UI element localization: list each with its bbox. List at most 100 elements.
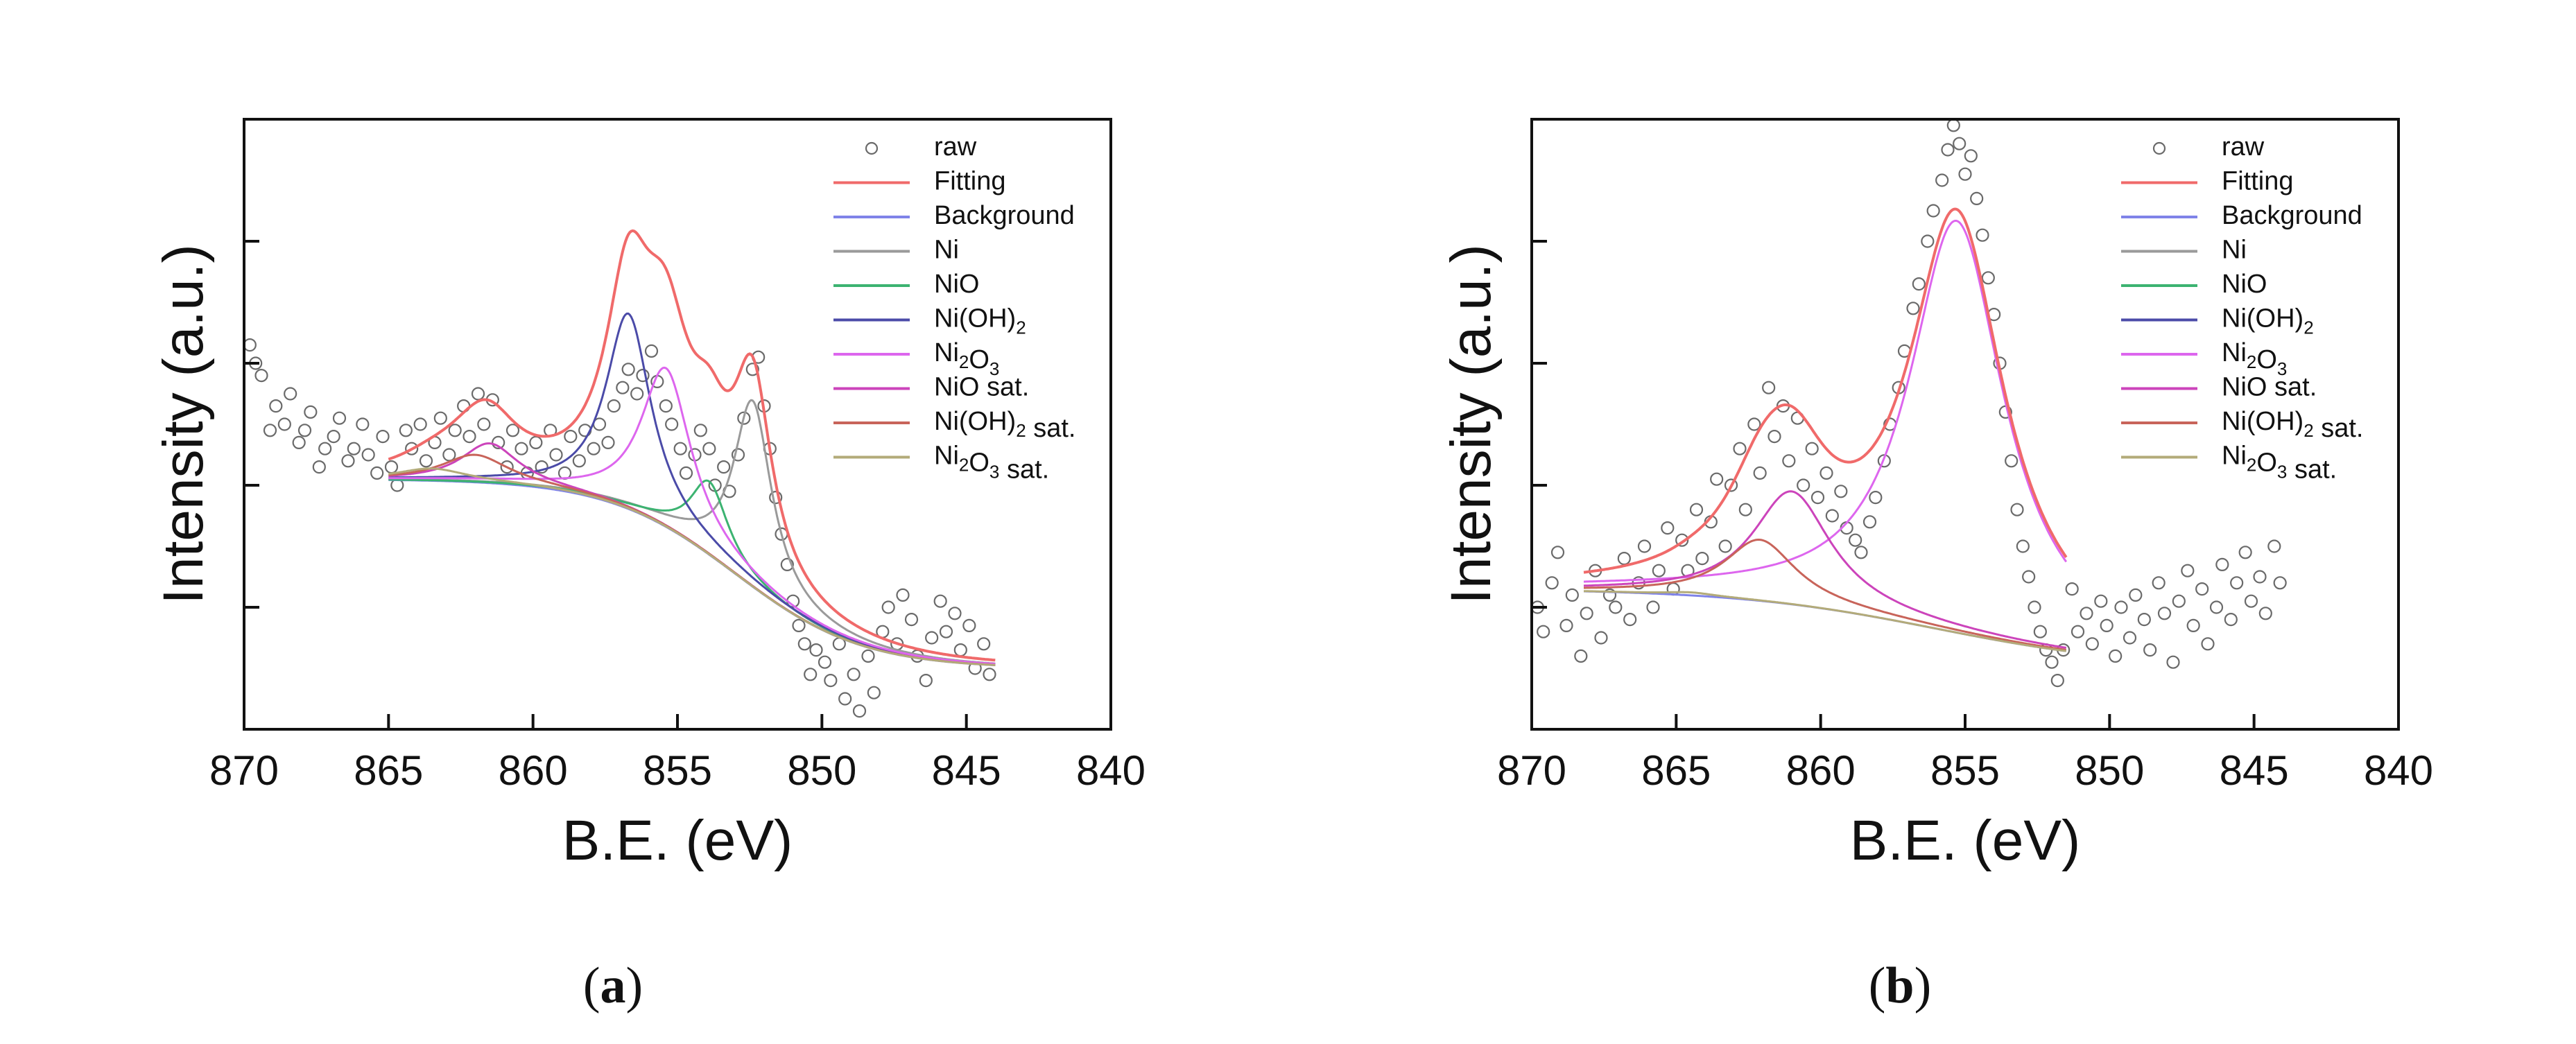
raw-data-point <box>977 637 991 651</box>
nioh2-sat-curve <box>388 453 996 666</box>
raw-data-point <box>1574 649 1588 663</box>
raw-data-point <box>804 668 818 681</box>
x-axis-label: B.E. (eV) <box>1850 809 2081 872</box>
raw-data-point <box>2186 618 2200 633</box>
legend-item-ni2o3-sat: Ni2O3 sat. <box>2121 442 2337 485</box>
raw-data-point <box>824 673 838 688</box>
panel-label-a: (a) <box>582 957 643 1014</box>
raw-data-point <box>881 600 895 614</box>
raw-data-point <box>2010 503 2024 516</box>
legend-label: Fitting <box>934 167 1005 196</box>
raw-data-point <box>1602 588 1617 602</box>
x-tick-label: 860 <box>1786 747 1856 794</box>
x-tick-label: 845 <box>2220 747 2289 794</box>
legend: raw Fitting Background Ni NiO Ni(OH)2Ni2O3NiO… <box>2121 132 2363 485</box>
raw-data-point <box>797 637 811 651</box>
x-tick-label: 865 <box>1641 747 1711 794</box>
chart-panel-b: 870 865 860 855 850 845 840 B.E. (eV) Intensity … <box>1288 0 2576 1044</box>
raw-data-point <box>1946 119 1960 132</box>
y-axis-label: Intensity (a.u.) <box>152 244 215 604</box>
raw-data-point <box>347 442 361 455</box>
legend: raw Fitting Background Ni NiO Ni(OH)2Ni2O3NiO… <box>833 132 1075 485</box>
raw-data-point <box>1675 533 1689 547</box>
raw-data-point <box>297 424 312 437</box>
raw-data-point <box>384 460 399 474</box>
raw-data-point <box>2181 564 2195 577</box>
raw-data-point <box>1849 533 1862 547</box>
nio-sat-curve <box>1583 490 2067 649</box>
raw-data-point <box>463 429 476 444</box>
raw-data-point <box>861 649 875 663</box>
raw-data-point <box>904 612 919 627</box>
raw-data-point <box>1819 466 1833 480</box>
x-axis-ticks: 870 865 860 855 850 845 840 <box>1497 714 2433 794</box>
raw-data-point <box>962 618 976 633</box>
chart-panel-a: 870 865 860 855 850 845 840 B.E. (eV) Intensity … <box>152 118 1146 872</box>
legend-label: Ni2O3 sat. <box>2222 442 2337 485</box>
raw-data-point <box>2215 557 2229 572</box>
raw-data-point <box>2143 643 2157 657</box>
raw-data-point <box>896 588 910 602</box>
legend-label: NiO sat. <box>2222 373 2317 402</box>
raw-data-point <box>263 424 277 437</box>
legend-label: Ni2O3 <box>934 338 999 379</box>
legend-label: Ni2O3 sat. <box>934 442 1049 485</box>
raw-data-point <box>1617 551 1631 566</box>
raw-data-point <box>601 435 615 450</box>
raw-data-point <box>327 429 340 444</box>
raw-data-point <box>679 466 693 480</box>
ni2o3-curve <box>1583 220 2068 583</box>
raw-data-point <box>2028 600 2041 614</box>
x-tick-label: 865 <box>354 747 423 794</box>
raw-data-point <box>433 411 447 425</box>
legend-item-raw: raw <box>2152 132 2265 162</box>
raw-data-point <box>1724 478 1738 492</box>
raw-data-point <box>1862 515 1877 529</box>
x-tick-label: 850 <box>787 747 856 794</box>
raw-data-point <box>1964 149 1978 163</box>
raw-data-point <box>2005 454 2019 468</box>
raw-data-point <box>1580 607 1593 620</box>
legend-item-nioh2-sat: Ni(OH)2 sat. <box>2121 407 2363 443</box>
raw-data-point <box>630 387 644 401</box>
raw-data-point <box>2172 594 2186 608</box>
legend-label: Background <box>934 201 1075 230</box>
raw-data-point <box>292 435 306 450</box>
legend-label: Background <box>2222 201 2362 230</box>
raw-data-point <box>2050 673 2064 688</box>
raw-data-point <box>702 442 716 455</box>
raw-data-point <box>535 460 548 474</box>
raw-data-point <box>2129 588 2143 602</box>
raw-data-point <box>925 631 939 645</box>
raw-data-point <box>1537 625 1550 638</box>
legend-swatch-raw <box>865 141 879 155</box>
raw-data-point <box>332 411 347 425</box>
raw-data-point <box>1970 191 1984 205</box>
raw-data-point <box>2238 546 2252 559</box>
legend-item-nio-sat: NiO sat. <box>833 373 1029 402</box>
raw-data-point <box>1877 454 1891 468</box>
raw-data-point <box>1958 167 1972 181</box>
legend-label: raw <box>934 132 977 162</box>
raw-data-point <box>549 448 563 462</box>
background-curve <box>1584 590 2067 652</box>
raw-data-point <box>2071 625 2085 638</box>
raw-data-point <box>2065 582 2079 596</box>
legend-label: raw <box>2222 132 2265 162</box>
raw-data-point <box>471 387 485 401</box>
legend-label: Ni(OH)2 <box>934 304 1026 338</box>
raw-data-point <box>1805 442 1819 455</box>
raw-data-point <box>500 460 514 474</box>
raw-data-point <box>1912 277 1926 291</box>
raw-data-point <box>1733 442 1747 455</box>
legend-item-ni2o3-sat: Ni2O3 sat. <box>833 442 1049 485</box>
ni2o3-curve <box>388 366 996 665</box>
raw-data-point <box>948 607 962 620</box>
raw-data-point <box>413 417 427 431</box>
x-tick-label: 845 <box>932 747 1001 794</box>
x-tick-label: 855 <box>643 747 712 794</box>
raw-data-point <box>304 405 318 419</box>
raw-data-point <box>2123 631 2137 645</box>
raw-data-point <box>1623 612 1637 627</box>
raw-data-point <box>737 411 751 425</box>
